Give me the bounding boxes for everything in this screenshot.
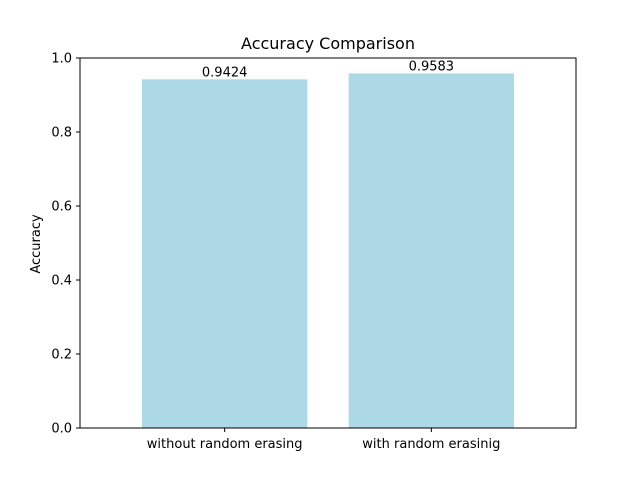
bar-labels-group: 0.9424 0.9583 bbox=[202, 59, 454, 80]
y-tick-label: 0.4 bbox=[51, 274, 72, 289]
y-tick-label: 1.0 bbox=[51, 52, 72, 67]
chart-title: Accuracy Comparison bbox=[241, 34, 415, 53]
plot-frame bbox=[79, 57, 577, 429]
bar-value-label: 0.9424 bbox=[202, 65, 248, 80]
x-tick-label: with random erasinig bbox=[362, 437, 500, 452]
bar bbox=[348, 73, 514, 428]
bar bbox=[142, 79, 308, 428]
y-tick-label: 0.8 bbox=[51, 126, 72, 141]
y-tick-label: 0.0 bbox=[51, 422, 72, 437]
y-axis-ticks: 0.0 0.2 0.4 0.6 0.8 1.0 bbox=[51, 52, 80, 437]
bar-value-label: 0.9583 bbox=[409, 59, 455, 74]
x-axis-ticks: without random erasing with random erasin… bbox=[147, 428, 500, 452]
x-tick-label: without random erasing bbox=[147, 437, 303, 452]
y-axis-label: Accuracy bbox=[29, 214, 44, 274]
y-tick-label: 0.6 bbox=[51, 200, 72, 215]
y-tick-label: 0.2 bbox=[51, 348, 72, 363]
bars-group bbox=[142, 73, 514, 428]
